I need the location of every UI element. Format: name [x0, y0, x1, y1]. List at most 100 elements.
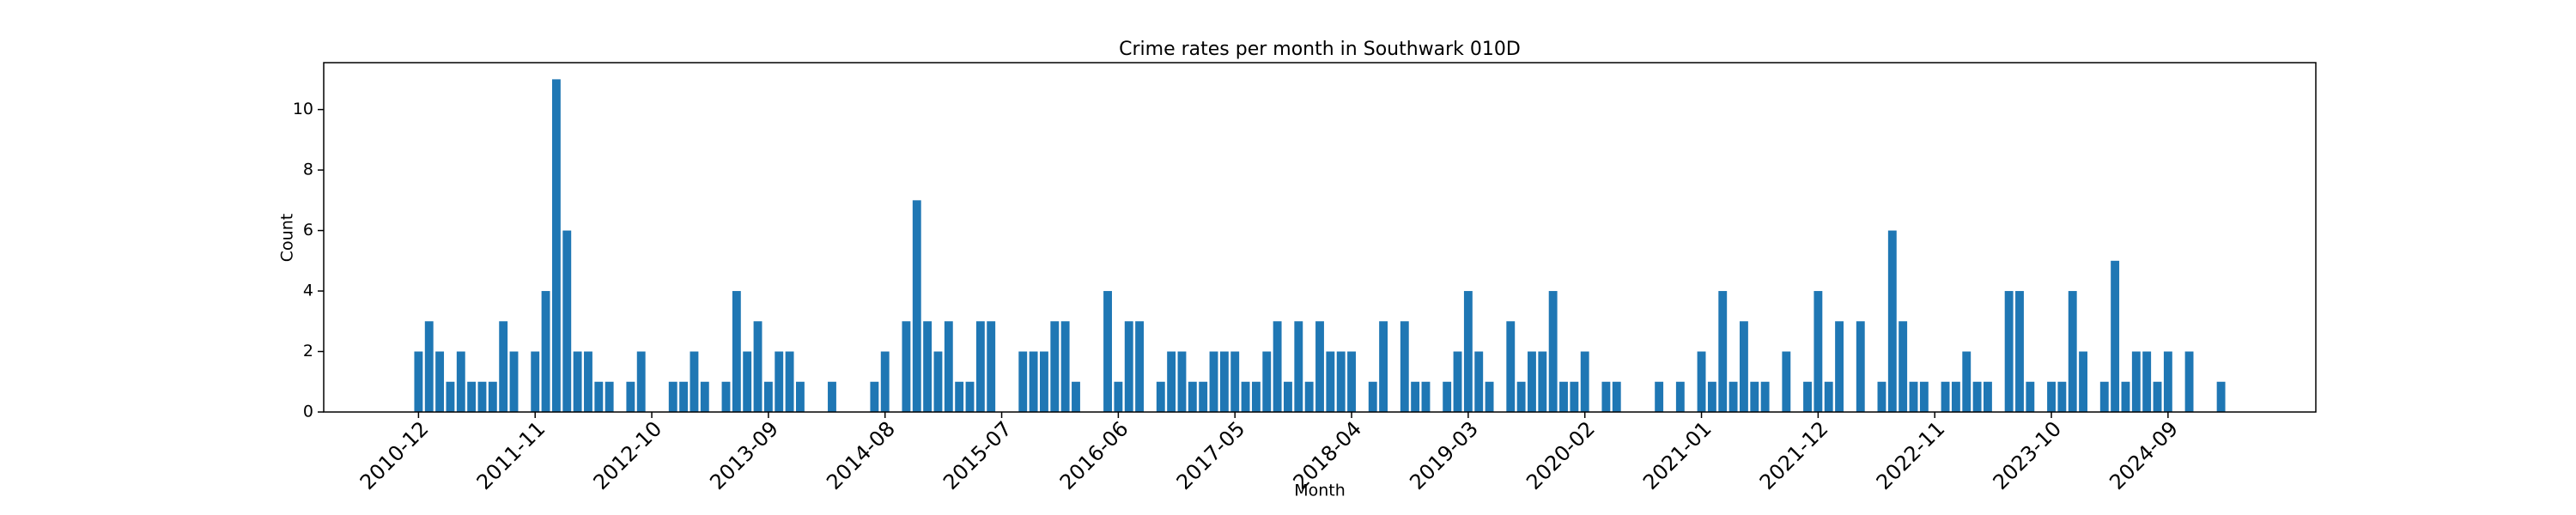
bar — [690, 351, 699, 412]
bar — [987, 321, 996, 412]
bar — [1188, 381, 1197, 412]
bar — [2099, 381, 2109, 412]
bar — [955, 381, 964, 412]
x-tick-label: 2013-09 — [705, 416, 783, 494]
bar — [1951, 381, 1960, 412]
bar — [2111, 260, 2120, 412]
x-tick-label: 2014-08 — [822, 416, 900, 494]
bar — [1570, 381, 1579, 412]
x-tick-label: 2016-06 — [1055, 416, 1133, 494]
bar — [965, 381, 975, 412]
bar — [2184, 351, 2194, 412]
y-tick-label: 2 — [303, 342, 313, 360]
x-tick-label: 2022-11 — [1872, 416, 1950, 494]
x-tick-label: 2023-10 — [1989, 416, 2067, 494]
bar — [1548, 291, 1558, 412]
bar — [1803, 381, 1812, 412]
bar — [2047, 381, 2056, 412]
bar — [456, 351, 465, 412]
bar — [1877, 381, 1886, 412]
bar — [1262, 351, 1272, 412]
bar — [668, 381, 677, 412]
bar — [499, 321, 508, 412]
bar — [1506, 321, 1516, 412]
x-tick-label: 2012-10 — [589, 416, 667, 494]
bar — [541, 291, 550, 412]
bar — [1040, 351, 1048, 412]
x-tick-label: 2015-07 — [939, 416, 1017, 494]
bar — [1114, 381, 1123, 412]
x-tick-label: 2021-01 — [1638, 416, 1716, 494]
x-tick-label: 2020-02 — [1522, 416, 1600, 494]
bar — [1516, 381, 1526, 412]
bar — [1199, 381, 1208, 412]
bar — [775, 351, 784, 412]
bar — [1050, 321, 1060, 412]
bar — [477, 381, 487, 412]
bar — [912, 200, 921, 412]
bar — [828, 381, 836, 412]
bar — [1887, 230, 1897, 412]
y-axis-label: Count — [278, 214, 297, 262]
bar — [1972, 381, 1982, 412]
bar — [1739, 321, 1748, 412]
bar — [2015, 291, 2024, 412]
bar — [1029, 351, 1038, 412]
bar — [1379, 321, 1388, 412]
bar — [1814, 291, 1823, 412]
bar — [1528, 351, 1536, 412]
bar — [1919, 381, 1929, 412]
bar — [795, 381, 805, 412]
bar — [605, 381, 614, 412]
bar — [2163, 351, 2172, 412]
y-tick-label: 8 — [303, 161, 313, 179]
y-tick-label: 0 — [303, 403, 313, 421]
bar — [1899, 321, 1908, 412]
bar — [1156, 381, 1165, 412]
y-tick-label: 6 — [303, 221, 313, 239]
bar — [880, 351, 890, 412]
bar — [785, 351, 794, 412]
bar — [1018, 351, 1028, 412]
bar — [2068, 291, 2077, 412]
bar — [1707, 381, 1716, 412]
bar — [1443, 381, 1452, 412]
bar — [1368, 381, 1377, 412]
x-tick-label: 2017-05 — [1172, 416, 1250, 494]
bar — [923, 321, 933, 412]
bar — [1421, 381, 1431, 412]
x-tick-label: 2021-12 — [1755, 416, 1833, 494]
bar — [1072, 381, 1080, 412]
bar — [573, 351, 582, 412]
bar — [446, 381, 455, 412]
bar — [584, 351, 592, 412]
bar — [1347, 351, 1356, 412]
bar — [626, 381, 635, 412]
bar — [1124, 321, 1133, 412]
bar — [1559, 381, 1568, 412]
bar — [902, 321, 911, 412]
x-tick-label: 2011-11 — [472, 416, 550, 494]
bar — [1538, 351, 1547, 412]
bar — [1782, 351, 1791, 412]
bar — [1103, 291, 1112, 412]
bar — [1750, 381, 1759, 412]
y-tick-label: 10 — [293, 100, 313, 118]
bar — [1612, 381, 1621, 412]
x-tick-label: 2019-03 — [1405, 416, 1483, 494]
bar — [743, 351, 752, 412]
bar — [1655, 381, 1664, 412]
bar — [424, 321, 434, 412]
x-axis-label: Month — [1294, 482, 1346, 500]
bar — [721, 381, 731, 412]
bar — [1326, 351, 1335, 412]
bar — [1177, 351, 1187, 412]
plot-frame — [323, 62, 2317, 413]
bar — [1241, 381, 1250, 412]
bar — [1601, 381, 1611, 412]
bar — [1294, 321, 1303, 412]
bar — [1463, 291, 1473, 412]
y-tick-label: 4 — [303, 282, 313, 300]
bar — [1718, 291, 1728, 412]
